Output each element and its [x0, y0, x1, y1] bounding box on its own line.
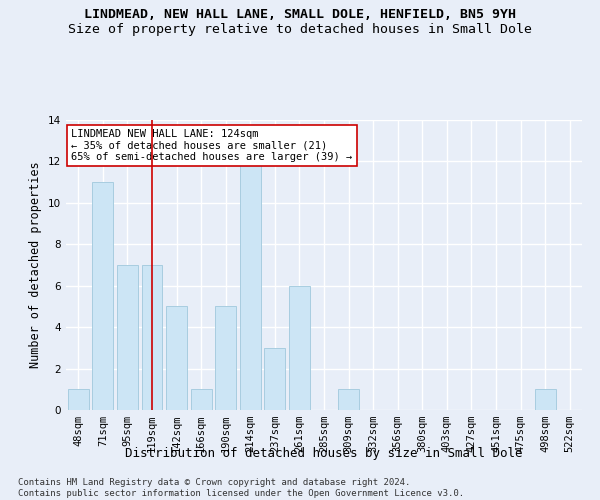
- Bar: [240, 162, 261, 410]
- Text: Size of property relative to detached houses in Small Dole: Size of property relative to detached ho…: [68, 22, 532, 36]
- Bar: [92, 182, 113, 410]
- Text: Contains HM Land Registry data © Crown copyright and database right 2024.
Contai: Contains HM Land Registry data © Crown c…: [18, 478, 464, 498]
- Text: LINDMEAD, NEW HALL LANE, SMALL DOLE, HENFIELD, BN5 9YH: LINDMEAD, NEW HALL LANE, SMALL DOLE, HEN…: [84, 8, 516, 20]
- Text: Distribution of detached houses by size in Small Dole: Distribution of detached houses by size …: [125, 448, 523, 460]
- Bar: [191, 390, 212, 410]
- Bar: [142, 265, 163, 410]
- Bar: [117, 265, 138, 410]
- Bar: [338, 390, 359, 410]
- Text: LINDMEAD NEW HALL LANE: 124sqm
← 35% of detached houses are smaller (21)
65% of : LINDMEAD NEW HALL LANE: 124sqm ← 35% of …: [71, 128, 352, 162]
- Bar: [166, 306, 187, 410]
- Bar: [265, 348, 286, 410]
- Bar: [215, 306, 236, 410]
- Bar: [68, 390, 89, 410]
- Bar: [535, 390, 556, 410]
- Y-axis label: Number of detached properties: Number of detached properties: [29, 162, 43, 368]
- Bar: [289, 286, 310, 410]
